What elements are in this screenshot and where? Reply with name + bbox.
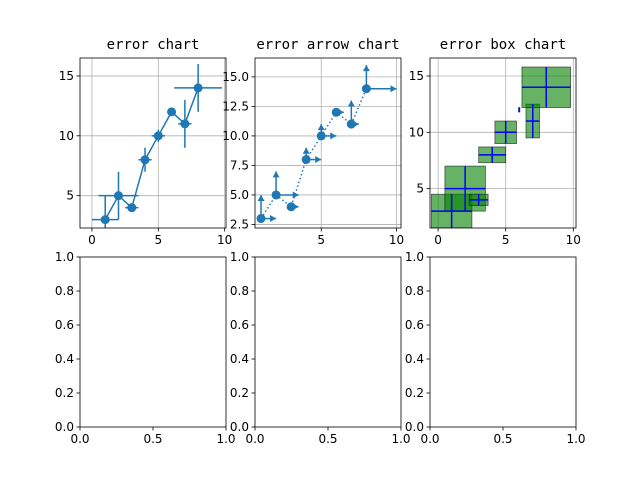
y-tick-label: 0.0 bbox=[230, 420, 249, 434]
x-tick-label: 10 bbox=[389, 233, 404, 247]
x-error-arrow-head bbox=[330, 132, 337, 140]
y-tick-label: 1.0 bbox=[230, 250, 249, 264]
y-tick-label: 0.2 bbox=[230, 386, 249, 400]
y-tick-label: 15 bbox=[59, 69, 74, 83]
y-tick-label: 0.4 bbox=[230, 352, 249, 366]
y-error-arrow-head bbox=[362, 65, 370, 72]
y-tick-label: 10 bbox=[59, 129, 74, 143]
y-tick-label: 1.0 bbox=[55, 250, 74, 264]
axes-frame bbox=[254, 256, 402, 428]
axes-frame bbox=[254, 57, 402, 229]
y-error-arrow-head bbox=[347, 100, 355, 107]
data-point bbox=[140, 155, 150, 165]
chart-title: error arrow chart bbox=[256, 37, 399, 53]
y-tick-label: 0.4 bbox=[55, 352, 74, 366]
x-tick-label: 0.0 bbox=[70, 432, 89, 446]
data-layer bbox=[256, 65, 397, 224]
data-point bbox=[256, 214, 266, 224]
y-tick-label: 0.8 bbox=[405, 284, 424, 298]
x-error-arrow-head bbox=[390, 85, 397, 93]
data-point bbox=[127, 203, 137, 213]
x-tick-label: 0.5 bbox=[318, 432, 337, 446]
y-tick-label: 0.6 bbox=[405, 318, 424, 332]
data-point bbox=[286, 202, 296, 212]
data-point bbox=[346, 119, 356, 129]
axes-frame bbox=[429, 57, 577, 229]
y-tick-label: 0.2 bbox=[55, 386, 74, 400]
x-tick-label: 0.0 bbox=[420, 432, 439, 446]
subplot-1: 0 5 10 5 10 15 error chart bbox=[59, 37, 233, 247]
y-tick-label: 10.0 bbox=[222, 129, 249, 143]
data-layer bbox=[91, 63, 223, 228]
subplot-3: 0 5 10 5 10 15 error box chart bbox=[409, 37, 581, 247]
y-tick-label: 15 bbox=[409, 69, 424, 83]
subplot-5: 0.0 0.5 1.0 0.0 0.2 0.4 0.6 0.8 1.0 bbox=[230, 250, 411, 446]
y-tick-label: 0.6 bbox=[230, 318, 249, 332]
y-tick-label: 5.0 bbox=[230, 188, 249, 202]
x-error-arrow-head bbox=[292, 191, 299, 199]
y-tick-label: 0.8 bbox=[55, 284, 74, 298]
data-point bbox=[316, 131, 326, 141]
chart-title: error chart bbox=[107, 37, 200, 53]
data-point bbox=[153, 131, 163, 141]
x-tick-label: 1.0 bbox=[216, 432, 235, 446]
y-tick-label: 15.0 bbox=[222, 70, 249, 84]
y-tick-label: 10 bbox=[409, 125, 424, 139]
y-tick-label: 12.5 bbox=[222, 99, 249, 113]
y-tick-label: 0.2 bbox=[405, 386, 424, 400]
x-tick-label: 5 bbox=[317, 233, 325, 247]
x-error-arrow-head bbox=[270, 215, 277, 223]
x-tick-label: 5 bbox=[154, 233, 162, 247]
x-tick-label: 0.5 bbox=[493, 432, 512, 446]
y-tick-label: 5 bbox=[66, 189, 74, 203]
data-point bbox=[301, 155, 311, 165]
x-error-arrow-head bbox=[315, 156, 322, 164]
subplot-6: 0.0 0.5 1.0 0.0 0.2 0.4 0.6 0.8 1.0 bbox=[405, 250, 586, 446]
y-tick-label: 0.0 bbox=[405, 420, 424, 434]
x-tick-label: 10 bbox=[217, 233, 232, 247]
y-tick-label: 2.5 bbox=[230, 217, 249, 231]
x-tick-label: 0 bbox=[434, 233, 442, 247]
x-tick-label: 10 bbox=[566, 233, 581, 247]
y-tick-label: 0.6 bbox=[55, 318, 74, 332]
data-point bbox=[271, 190, 281, 200]
chart-title: error box chart bbox=[440, 37, 566, 53]
y-tick-label: 0.8 bbox=[230, 284, 249, 298]
axes-frame bbox=[429, 256, 577, 428]
y-tick-label: 5 bbox=[416, 182, 424, 196]
data-point bbox=[113, 191, 123, 201]
y-tick-label: 0.4 bbox=[405, 352, 424, 366]
data-point bbox=[361, 84, 371, 94]
data-point bbox=[331, 107, 341, 117]
subplot-2: 5 10 2.5 5.0 7.5 10.0 12.5 15.0 error arrow char… bbox=[222, 37, 404, 247]
x-tick-label: 1.0 bbox=[566, 432, 585, 446]
y-error-arrow-head bbox=[317, 124, 325, 131]
subplot-4: 0.0 0.5 1.0 0.0 0.2 0.4 0.6 0.8 1.0 bbox=[55, 250, 236, 446]
x-tick-label: 0.0 bbox=[245, 432, 264, 446]
y-error-arrow-head bbox=[272, 171, 280, 178]
y-tick-label: 1.0 bbox=[405, 250, 424, 264]
y-tick-label: 0.0 bbox=[55, 420, 74, 434]
data-layer bbox=[430, 66, 571, 228]
data-point bbox=[167, 107, 177, 117]
x-tick-label: 0.5 bbox=[143, 432, 162, 446]
data-point bbox=[180, 119, 190, 129]
y-error-arrow-head bbox=[302, 147, 310, 154]
x-tick-label: 0 bbox=[88, 233, 96, 247]
axes-frame bbox=[79, 256, 227, 428]
data-point bbox=[100, 215, 110, 225]
y-tick-label: 7.5 bbox=[230, 158, 249, 172]
x-tick-label: 1.0 bbox=[391, 432, 410, 446]
data-point bbox=[193, 83, 203, 93]
axes-frame bbox=[79, 57, 227, 229]
x-tick-label: 5 bbox=[502, 233, 510, 247]
y-error-arrow-head bbox=[257, 194, 265, 201]
